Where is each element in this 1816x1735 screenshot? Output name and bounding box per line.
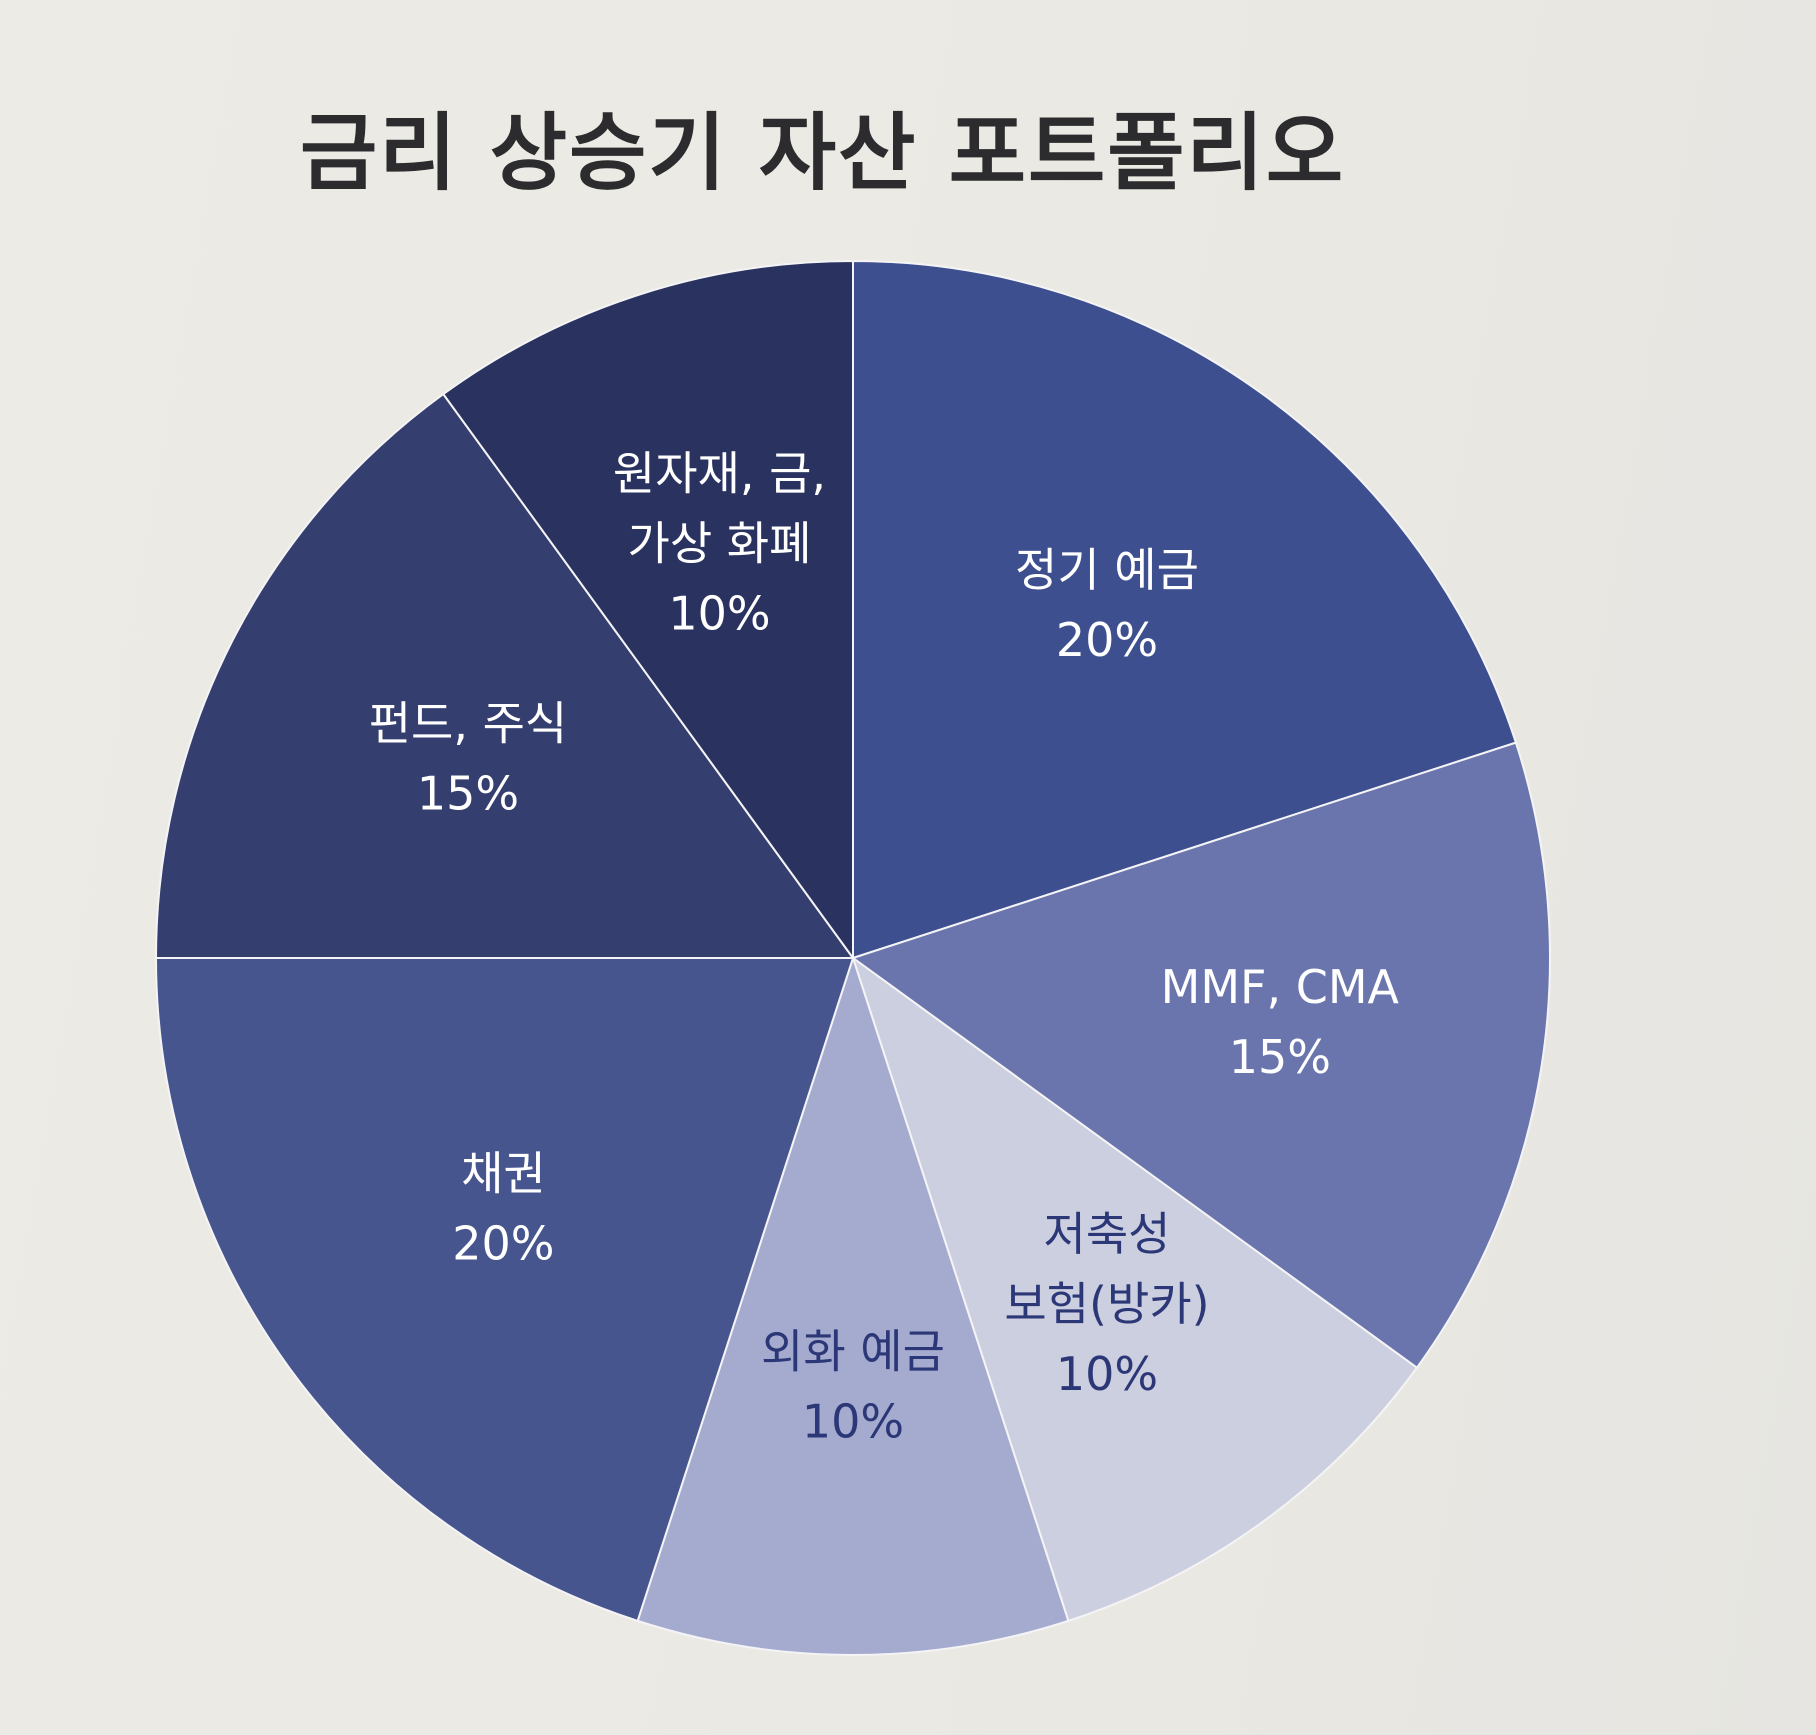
chart-title: 금리 상승기 자산 포트폴리오 xyxy=(300,104,1346,202)
pie-slice-7 xyxy=(441,259,854,962)
slice-category-label: 원자재, 금, xyxy=(613,447,826,501)
slice-label-group-6: 펀드, 주식 15% xyxy=(369,696,568,820)
slice-value-label: 15% xyxy=(417,766,519,820)
pie-slice-6 xyxy=(154,392,855,959)
pie-slice-2 xyxy=(850,741,1552,1370)
slice-category-label: 펀드, 주식 xyxy=(369,696,568,750)
slice-label-group-5: 채권 20% xyxy=(452,1147,554,1271)
slice-value-label: 10% xyxy=(802,1395,904,1449)
slice-value-label: 15% xyxy=(1229,1030,1331,1084)
slice-label-group-2: MMF, CMA 15% xyxy=(1161,960,1400,1084)
pie-slice-3 xyxy=(851,955,1419,1623)
pie-slice-4 xyxy=(636,954,1070,1657)
slice-value-label: 20% xyxy=(1056,613,1158,667)
slice-label-group-7: 원자재, 금, 가상 화폐 10% xyxy=(613,447,826,641)
slice-value-label: 10% xyxy=(668,587,770,641)
slice-value-label: 20% xyxy=(452,1217,554,1271)
slice-category-label: 정기 예금 xyxy=(1015,543,1199,597)
slice-label-group-1: 정기 예금 20% xyxy=(1015,543,1199,667)
slice-category-label: MMF, CMA xyxy=(1161,960,1400,1014)
slice-category-label: 채권 xyxy=(461,1147,546,1201)
pie-slice-5 xyxy=(154,957,855,1623)
slice-label-group-4: 외화 예금 10% xyxy=(761,1325,945,1449)
slice-value-label: 10% xyxy=(1056,1347,1158,1401)
slice-category-label: 보험(방카) xyxy=(1004,1277,1209,1331)
slice-category-label: 외화 예금 xyxy=(761,1325,945,1379)
slice-category-label: 저축성 xyxy=(1044,1207,1171,1261)
slice-category-label: 가상 화폐 xyxy=(628,517,812,571)
pie-slice-1 xyxy=(852,259,1518,960)
